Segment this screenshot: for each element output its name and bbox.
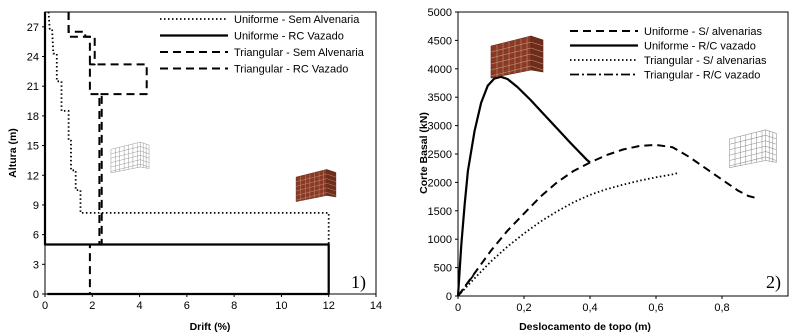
y-axis-title: Altura (m): [7, 128, 19, 178]
x-tick-label: 6: [184, 300, 190, 312]
x-tick-label: 2: [89, 300, 95, 312]
y-tick-label: 3000: [428, 121, 452, 133]
y-tick-label: 1500: [428, 206, 452, 218]
y-tick-label: 0: [33, 289, 39, 301]
series-line-3: [67, 12, 103, 294]
y-tick-label: 12: [27, 170, 39, 182]
y-tick-label: 3500: [428, 92, 452, 104]
y-tick-label: 3: [33, 259, 39, 271]
x-tick-label: 0,8: [714, 302, 729, 314]
y-tick-label: 4000: [428, 64, 452, 76]
y-tick-label: 9: [33, 200, 39, 212]
tick-layer: 0 0,2 0,4 0,6 0,8 0 500 1000 1500 2000 2500 3000 350…: [428, 7, 730, 314]
building-with-infill-icon: [490, 35, 544, 79]
y-tick-label: 15: [27, 141, 39, 153]
legend-label: Uniforme - R/C vazado: [644, 41, 756, 53]
series-line-2: [456, 75, 591, 297]
y-tick-label: 500: [434, 263, 452, 275]
x-axis-title: Drift (%): [190, 321, 231, 333]
building-wireframe-icon: [729, 129, 777, 168]
legend-label: Triangular - S/ alvenarias: [644, 55, 767, 67]
series-layer: [456, 75, 756, 297]
y-tick-label: 2500: [428, 149, 452, 161]
y-tick-label: 6: [33, 230, 39, 242]
y-tick-label: 0: [446, 291, 452, 303]
legend-label: Uniforme - S/ alvenarias: [644, 26, 762, 38]
x-tick-label: 14: [370, 300, 382, 312]
x-tick-label: 0: [455, 302, 461, 314]
series-line-1: [47, 11, 330, 295]
x-tick-label: 10: [275, 300, 287, 312]
x-tick-label: 8: [231, 300, 237, 312]
series-line-4: [67, 12, 148, 245]
y-tick-label: 24: [27, 52, 39, 64]
y-tick-label: 1000: [428, 234, 452, 246]
series-layer: [43, 11, 330, 296]
x-tick-label: 0,4: [582, 302, 597, 314]
x-tick-label: 0: [42, 300, 48, 312]
series-line-2: [43, 12, 330, 296]
building-wireframe-icon: [110, 141, 150, 174]
series-line-1: [457, 143, 756, 297]
x-axis-title: Deslocamento de topo (m): [519, 321, 651, 333]
series-line-3: [457, 171, 680, 297]
panel-label: 2): [766, 272, 781, 293]
y-tick-label: 21: [27, 81, 39, 93]
x-tick-label: 4: [137, 300, 143, 312]
x-tick-label: 12: [323, 300, 335, 312]
y-tick-label: 4500: [428, 35, 452, 47]
legend-label: Uniforme - RC Vazado: [234, 31, 344, 43]
y-axis-title: Corte Basal (kN): [418, 112, 430, 194]
x-tick-label: 0,2: [516, 302, 531, 314]
y-tick-label: 18: [27, 111, 39, 123]
y-tick-label: 5000: [428, 7, 452, 19]
legend-label: Triangular - RC Vazado: [234, 64, 348, 76]
pushover-chart-panel: 0 0,2 0,4 0,6 0,8 0 500 1000 1500 2000 2500 3000 350…: [418, 7, 789, 333]
legend: Uniforme - Sem Alvenaria Uniforme - RC Va…: [160, 14, 365, 76]
legend-label: Triangular - R/C vazado: [644, 70, 760, 82]
legend-label: Triangular - Sem Alvenaria: [234, 47, 365, 59]
legend-label: Uniforme - Sem Alvenaria: [234, 14, 360, 26]
y-tick-label: 2000: [428, 177, 452, 189]
building-with-infill-icon: [295, 169, 337, 202]
legend: Uniforme - S/ alvenarias Uniforme - R/C v…: [570, 26, 767, 82]
y-tick-label: 27: [27, 22, 39, 34]
x-tick-label: 0,6: [648, 302, 663, 314]
panel-label: 1): [351, 272, 366, 293]
series-line-4: [457, 273, 476, 297]
